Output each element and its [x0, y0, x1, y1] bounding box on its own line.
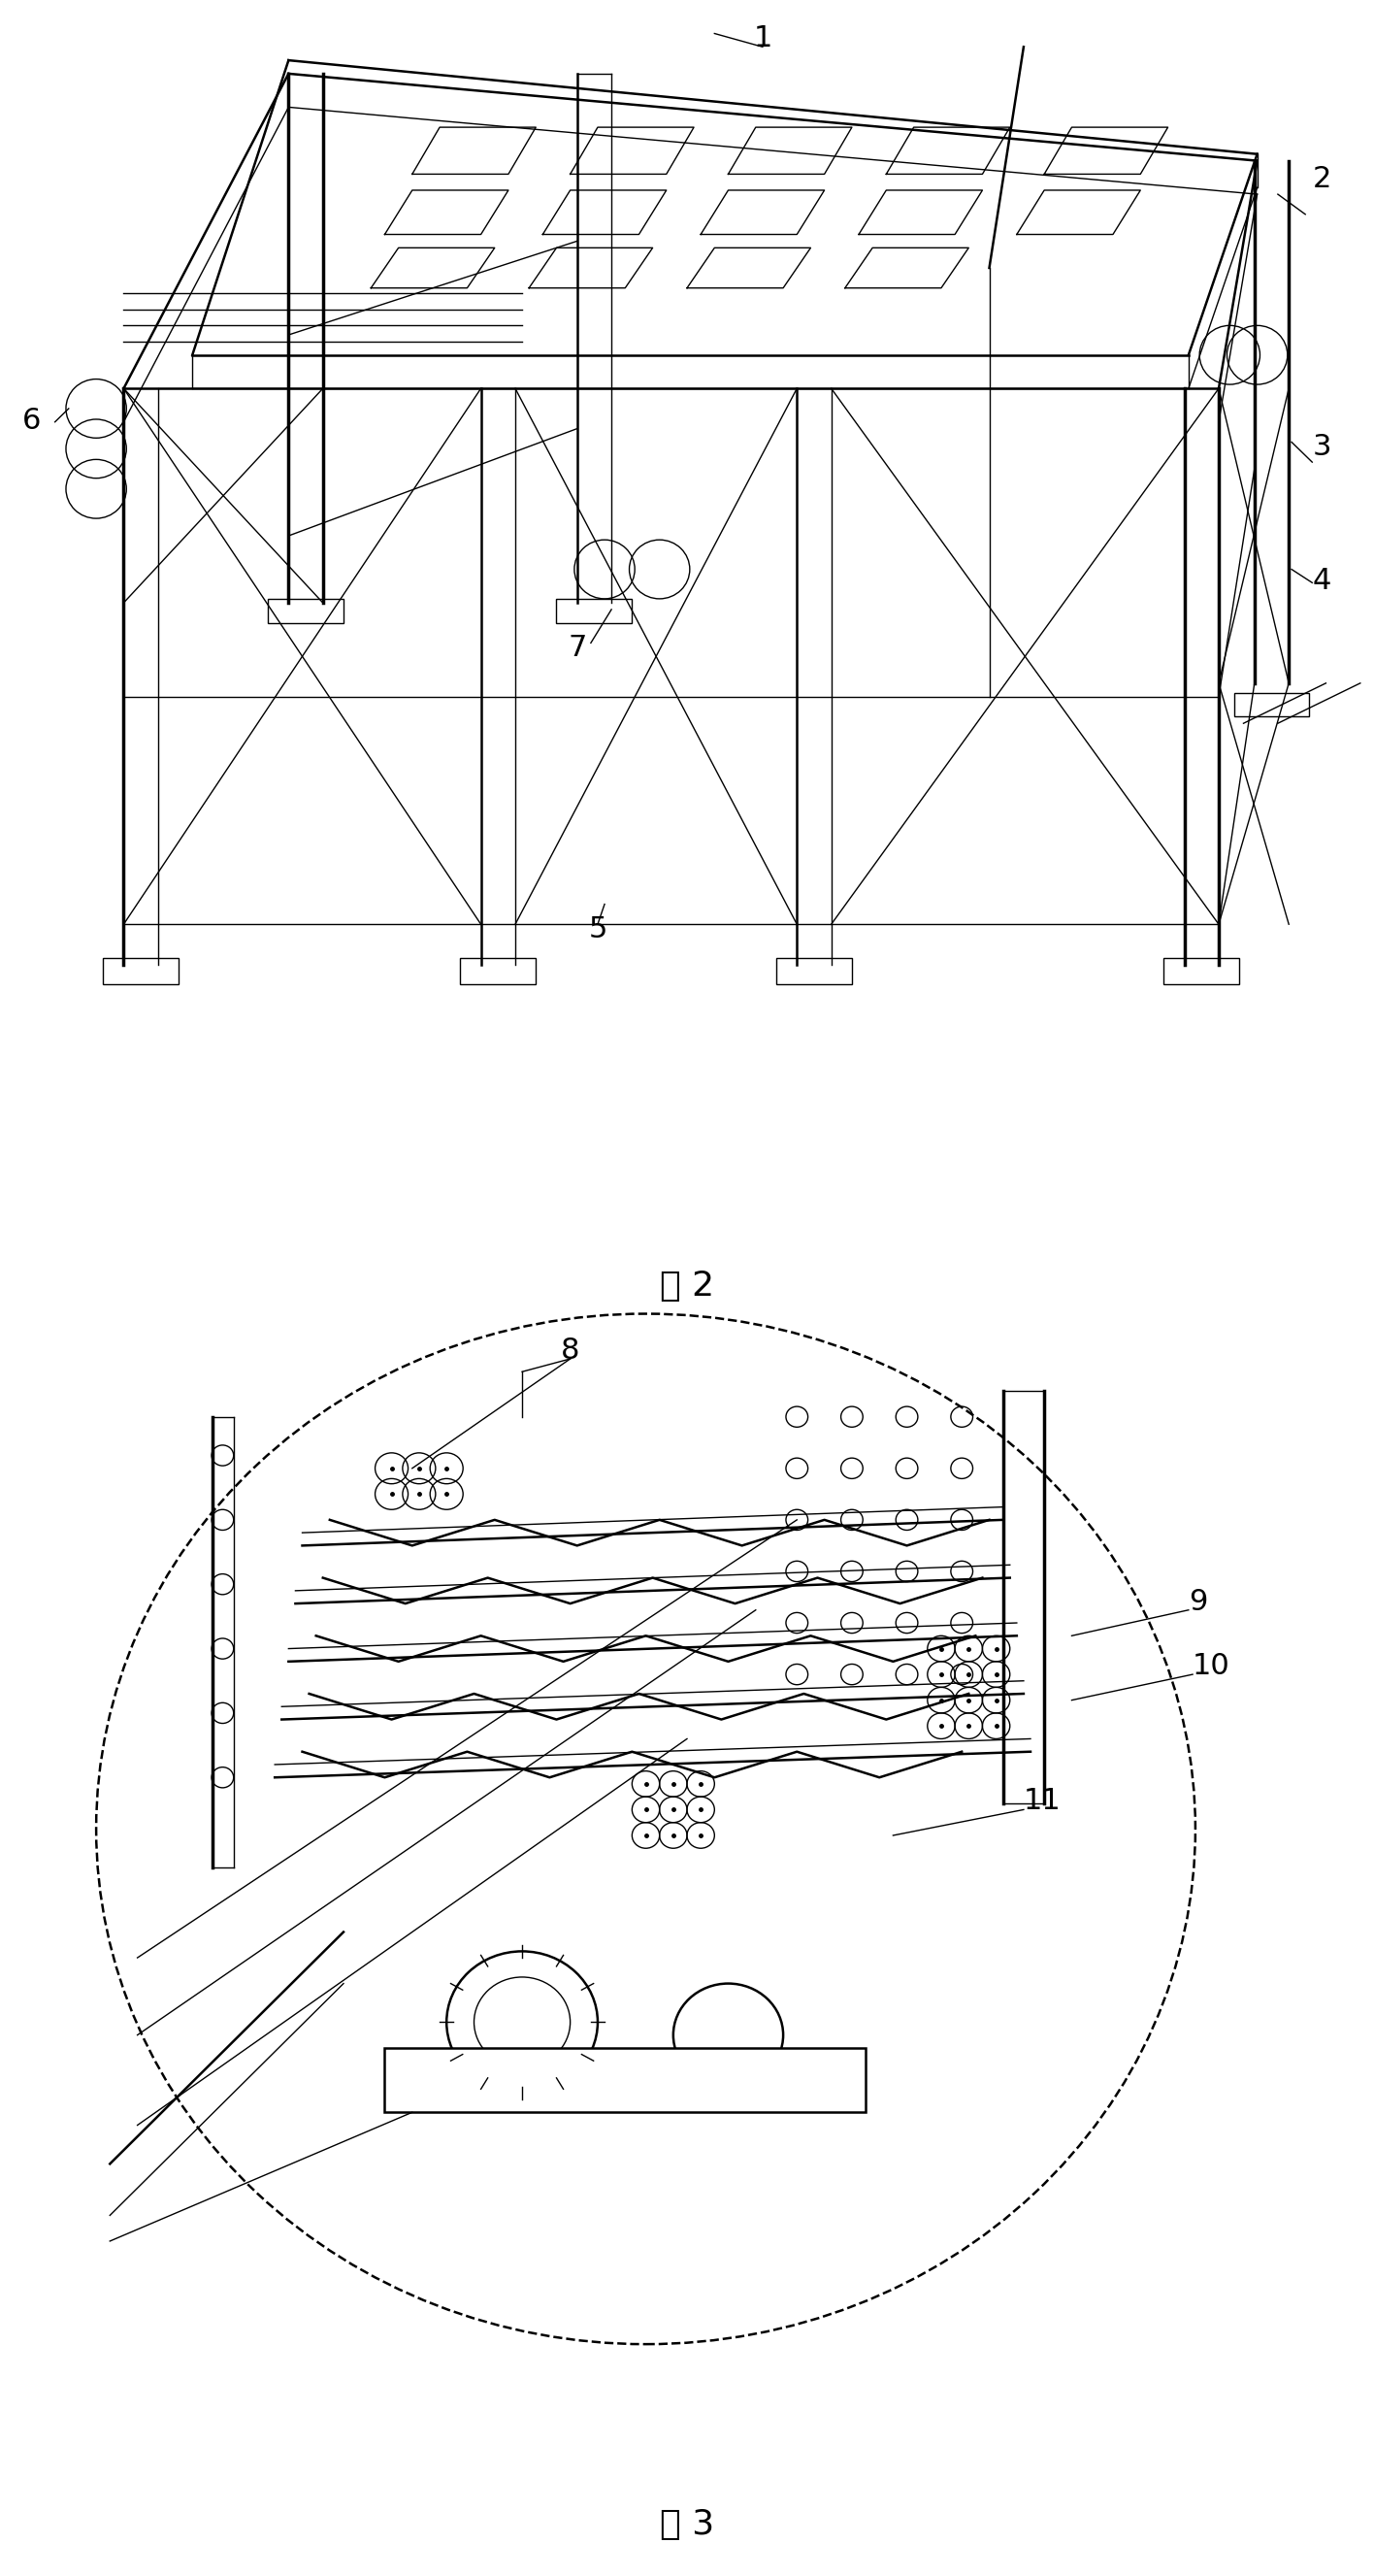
FancyBboxPatch shape: [556, 598, 632, 623]
Text: 4: 4: [1312, 567, 1331, 595]
Text: 1: 1: [753, 26, 772, 52]
Text: 5: 5: [588, 914, 607, 943]
FancyBboxPatch shape: [103, 958, 179, 984]
Text: 2: 2: [1312, 165, 1331, 193]
Text: 8: 8: [561, 1337, 580, 1365]
FancyBboxPatch shape: [385, 2048, 866, 2112]
Text: 11: 11: [1024, 1788, 1061, 1816]
FancyBboxPatch shape: [268, 598, 344, 623]
Text: 10: 10: [1193, 1651, 1230, 1680]
Text: 图 2: 图 2: [660, 1270, 714, 1303]
Text: 6: 6: [22, 407, 41, 435]
FancyBboxPatch shape: [460, 958, 536, 984]
Text: 7: 7: [567, 634, 587, 662]
Text: 3: 3: [1312, 433, 1331, 461]
FancyBboxPatch shape: [776, 958, 852, 984]
FancyBboxPatch shape: [1234, 693, 1309, 716]
FancyBboxPatch shape: [1164, 958, 1239, 984]
Text: 图 3: 图 3: [660, 2509, 714, 2540]
Text: 9: 9: [1189, 1587, 1208, 1615]
